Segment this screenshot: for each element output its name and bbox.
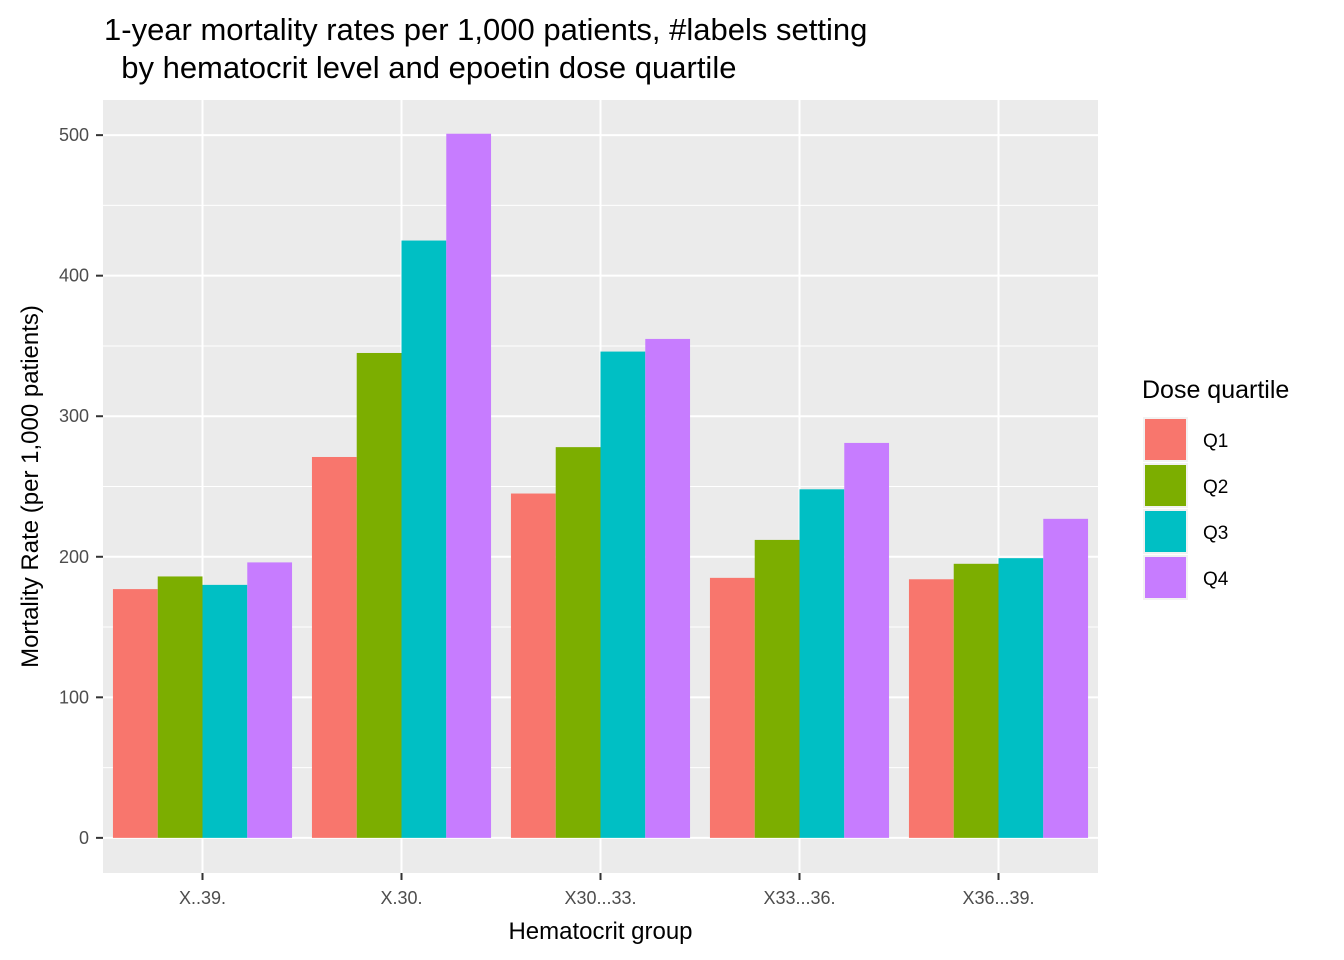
x-tick-label: X36...39. xyxy=(962,888,1034,908)
y-tick-label: 300 xyxy=(59,406,89,426)
bar-q4-4 xyxy=(1043,518,1089,838)
bar-q3-3 xyxy=(799,489,845,838)
bar-q4-0 xyxy=(247,562,293,838)
chart-title: 1-year mortality rates per 1,000 patient… xyxy=(104,12,868,47)
bar-q1-0 xyxy=(112,589,158,838)
bar-q2-0 xyxy=(157,576,203,838)
bar-q4-1 xyxy=(446,133,492,838)
legend-swatch-q4 xyxy=(1145,557,1186,598)
bar-q1-4 xyxy=(908,579,954,838)
bar-q3-2 xyxy=(600,351,646,838)
x-axis-title: Hematocrit group xyxy=(508,918,692,945)
y-tick-label: 200 xyxy=(59,547,89,567)
bar-q1-3 xyxy=(709,577,755,838)
bar-q2-2 xyxy=(555,447,601,838)
y-tick-label: 0 xyxy=(79,828,89,848)
legend-label-q3: Q3 xyxy=(1203,523,1228,544)
y-tick-label: 400 xyxy=(59,266,89,286)
legend-swatch-q1 xyxy=(1145,419,1186,460)
bar-q2-3 xyxy=(754,539,800,838)
y-axis-title: Mortality Rate (per 1,000 patients) xyxy=(17,305,44,668)
x-tick-label: X30...33. xyxy=(564,888,636,908)
y-tick-label: 100 xyxy=(59,687,89,707)
y-tick-label: 500 xyxy=(59,125,89,145)
legend-title: Dose quartile xyxy=(1142,376,1289,404)
legend-label-q2: Q2 xyxy=(1203,477,1228,498)
legend-swatch-q2 xyxy=(1145,465,1186,506)
bars xyxy=(112,133,1089,838)
y-axis: 0 100 200 300 400 500 xyxy=(59,125,103,848)
bar-q4-3 xyxy=(844,442,890,838)
bar-q3-0 xyxy=(202,584,248,838)
bar-q3-1 xyxy=(401,240,447,838)
x-tick-label: X.30. xyxy=(380,888,422,908)
bar-q3-4 xyxy=(998,558,1044,838)
bar-q2-1 xyxy=(356,352,402,838)
x-tick-label: X33...36. xyxy=(763,888,835,908)
x-axis: X..39. X.30. X30...33. X33...36. X36...39. xyxy=(179,873,1035,908)
bar-q4-2 xyxy=(645,338,691,838)
x-tick-label: X..39. xyxy=(179,888,226,908)
bar-q1-2 xyxy=(510,493,556,838)
legend-label-q4: Q4 xyxy=(1203,569,1229,590)
legend-swatch-q3 xyxy=(1145,511,1186,552)
legend: Dose quartile Q1 Q2 Q3 Q4 xyxy=(1142,376,1289,600)
bar-q1-1 xyxy=(311,456,357,838)
legend-label-q1: Q1 xyxy=(1203,431,1228,452)
bar-q2-4 xyxy=(953,563,999,838)
chart-subtitle: by hematocrit level and epoetin dose qua… xyxy=(104,50,737,85)
